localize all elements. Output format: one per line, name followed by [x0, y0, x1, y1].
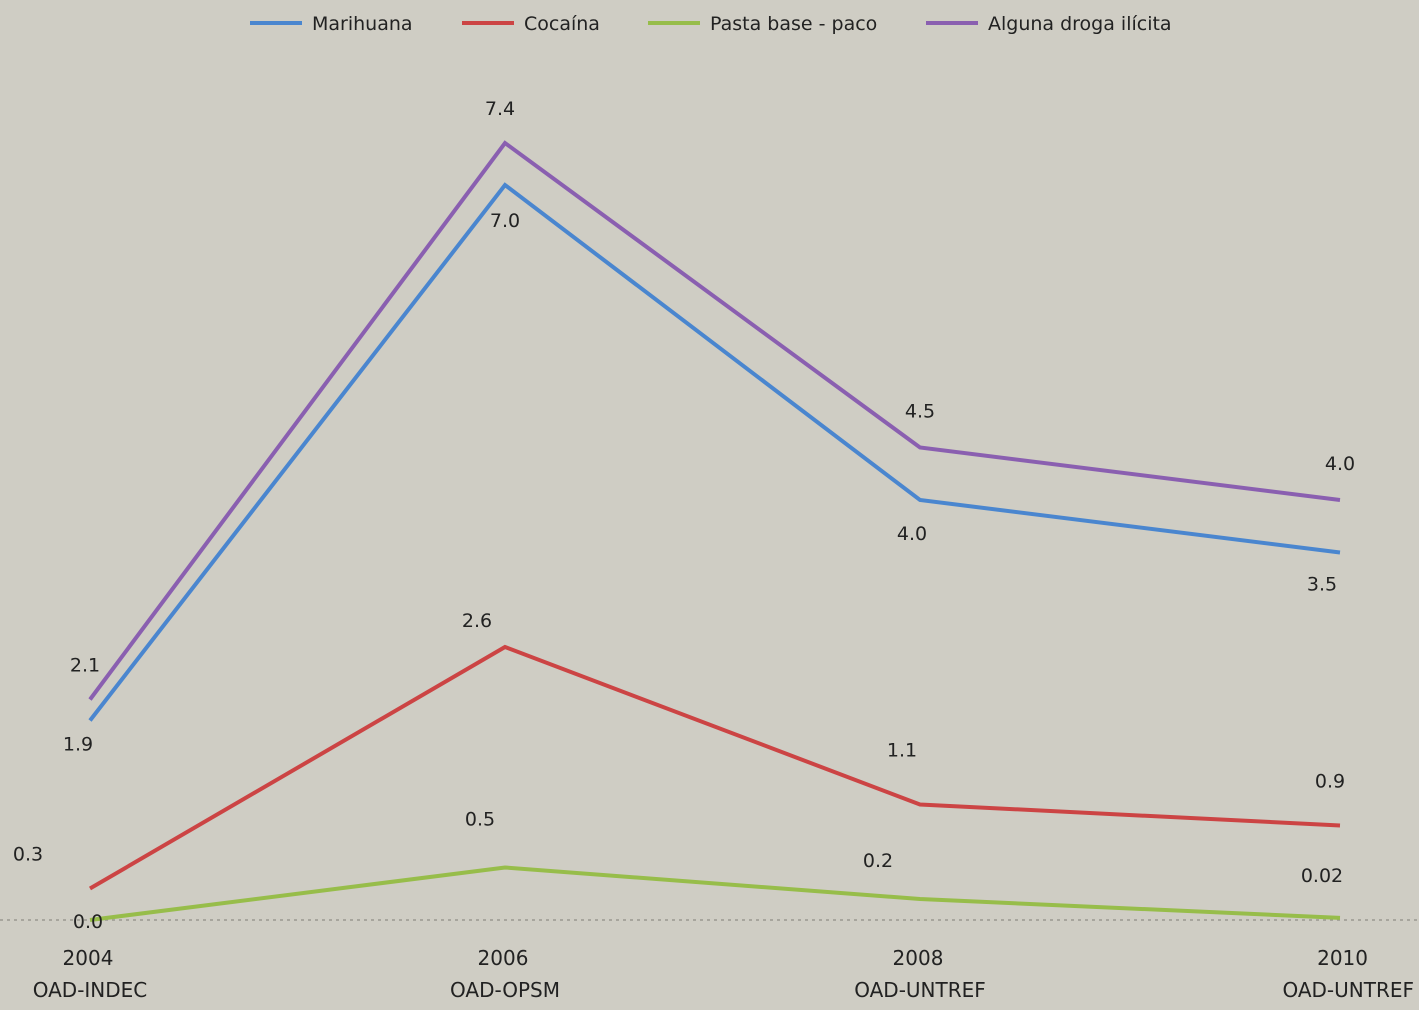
- data-label: 4.5: [905, 401, 935, 423]
- x-tick-year: 2006: [478, 946, 529, 970]
- x-tick-year: 2004: [63, 946, 114, 970]
- data-label: 7.4: [485, 98, 515, 120]
- legend-label: Cocaína: [524, 13, 600, 35]
- x-tick-year: 2010: [1317, 946, 1368, 970]
- data-label: 0.3: [13, 844, 43, 866]
- series-line-3: [88, 140, 1341, 701]
- data-label: 4.0: [897, 523, 927, 545]
- data-label: 0.02: [1301, 865, 1343, 887]
- data-labels: 1.9 7.0 4.0 3.5 0.3 2.6 1.1 0.9 0.0 0.5 0.2 0.02 2.1…: [13, 98, 1355, 933]
- data-label: 2.1: [70, 655, 100, 677]
- series-line-1: [88, 644, 1341, 891]
- legend: Marihuana Cocaína Pasta base - paco Alguna …: [250, 13, 1172, 35]
- x-tick-source: OAD-UNTREF: [854, 978, 986, 1002]
- data-label: 1.1: [887, 740, 917, 762]
- data-label: 2.6: [462, 610, 492, 632]
- x-tick-source: OAD-UNTREF: [1282, 978, 1414, 1002]
- data-label: 4.0: [1325, 453, 1355, 475]
- data-label: 0.9: [1315, 771, 1345, 793]
- x-tick-source: OAD-INDEC: [33, 978, 148, 1002]
- legend-label: Pasta base - paco: [710, 13, 877, 35]
- x-tick-year: 2008: [893, 946, 944, 970]
- series-layer: [88, 140, 1341, 922]
- x-tick-source: OAD-OPSM: [450, 978, 560, 1002]
- data-label: 7.0: [490, 210, 520, 232]
- legend-label: Marihuana: [312, 13, 413, 35]
- data-label: 1.9: [63, 734, 93, 756]
- x-axis: 2004 OAD-INDEC 2006 OAD-OPSM 2008 OAD-UNTREF 2…: [0, 919, 1419, 1002]
- data-label: 0.0: [73, 911, 103, 933]
- legend-label: Alguna droga ilícita: [988, 13, 1172, 35]
- series-line-2: [89, 865, 1341, 922]
- data-label: 0.5: [465, 809, 495, 831]
- data-label: 0.2: [863, 850, 893, 872]
- series-line-0: [88, 182, 1341, 722]
- data-label: 3.5: [1307, 574, 1337, 596]
